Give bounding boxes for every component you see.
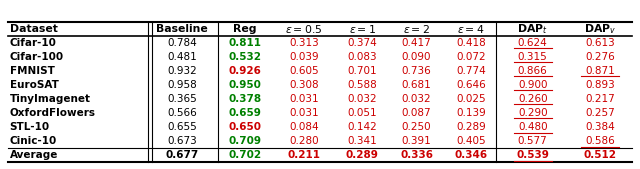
- Text: 0.313: 0.313: [289, 38, 319, 48]
- Text: 0.250: 0.250: [402, 122, 431, 132]
- Text: 0.681: 0.681: [402, 80, 431, 90]
- Text: OxfordFlowers: OxfordFlowers: [10, 108, 95, 118]
- Text: $\epsilon = 1$: $\epsilon = 1$: [349, 23, 376, 35]
- Text: Baseline: Baseline: [156, 24, 208, 34]
- Text: 0.646: 0.646: [456, 80, 486, 90]
- Text: 0.512: 0.512: [584, 150, 616, 160]
- Text: 0.871: 0.871: [585, 66, 615, 76]
- Text: 0.811: 0.811: [228, 38, 261, 48]
- Text: 0.025: 0.025: [456, 94, 486, 104]
- Text: $\epsilon = 4$: $\epsilon = 4$: [457, 23, 484, 35]
- Text: 0.900: 0.900: [518, 80, 547, 90]
- Text: EuroSAT: EuroSAT: [10, 80, 58, 90]
- Text: 0.532: 0.532: [228, 52, 261, 62]
- Text: 0.650: 0.650: [228, 122, 261, 132]
- Text: 0.384: 0.384: [585, 122, 615, 132]
- Text: 0.893: 0.893: [585, 80, 615, 90]
- Text: 0.659: 0.659: [228, 108, 261, 118]
- Text: 0.417: 0.417: [402, 38, 431, 48]
- Text: 0.586: 0.586: [585, 136, 615, 146]
- Text: 0.032: 0.032: [402, 94, 431, 104]
- Text: 0.866: 0.866: [518, 66, 548, 76]
- Text: 0.677: 0.677: [165, 150, 198, 160]
- Text: 0.588: 0.588: [348, 80, 377, 90]
- Text: 0.365: 0.365: [167, 94, 197, 104]
- Text: $\mathbf{DAP}_t$: $\mathbf{DAP}_t$: [517, 22, 548, 36]
- Text: 0.709: 0.709: [228, 136, 261, 146]
- Text: STL-10: STL-10: [10, 122, 50, 132]
- Text: 0.072: 0.072: [456, 52, 486, 62]
- Text: 0.276: 0.276: [585, 52, 615, 62]
- Text: 0.539: 0.539: [516, 150, 549, 160]
- Text: Dataset: Dataset: [10, 24, 58, 34]
- Text: 0.374: 0.374: [348, 38, 377, 48]
- Text: 0.624: 0.624: [518, 38, 548, 48]
- Text: 0.701: 0.701: [348, 66, 377, 76]
- Text: 0.032: 0.032: [348, 94, 377, 104]
- Text: Reg: Reg: [233, 24, 257, 34]
- Text: 0.290: 0.290: [518, 108, 548, 118]
- Text: 0.083: 0.083: [348, 52, 377, 62]
- Text: 0.346: 0.346: [454, 150, 488, 160]
- Text: $\mathbf{DAP}_v$: $\mathbf{DAP}_v$: [584, 22, 616, 36]
- Text: 0.211: 0.211: [287, 150, 321, 160]
- Text: 0.480: 0.480: [518, 122, 548, 132]
- Text: 0.673: 0.673: [167, 136, 197, 146]
- Text: 0.958: 0.958: [167, 80, 197, 90]
- Text: 0.280: 0.280: [289, 136, 319, 146]
- Text: $\epsilon = 2$: $\epsilon = 2$: [403, 23, 430, 35]
- Text: $\epsilon = 0.5$: $\epsilon = 0.5$: [285, 23, 323, 35]
- Text: 0.039: 0.039: [289, 52, 319, 62]
- Text: 0.405: 0.405: [456, 136, 486, 146]
- Text: FMNIST: FMNIST: [10, 66, 54, 76]
- Text: 0.031: 0.031: [289, 108, 319, 118]
- Text: Cifar-10: Cifar-10: [10, 38, 56, 48]
- Text: 0.932: 0.932: [167, 66, 197, 76]
- Text: 0.217: 0.217: [585, 94, 615, 104]
- Text: 0.702: 0.702: [228, 150, 262, 160]
- Text: 0.341: 0.341: [348, 136, 377, 146]
- Text: 0.090: 0.090: [402, 52, 431, 62]
- Text: TinyImagenet: TinyImagenet: [10, 94, 91, 104]
- Text: 0.257: 0.257: [585, 108, 615, 118]
- Text: 0.481: 0.481: [167, 52, 197, 62]
- Text: 0.566: 0.566: [167, 108, 197, 118]
- Text: 0.051: 0.051: [348, 108, 377, 118]
- Text: 0.577: 0.577: [518, 136, 548, 146]
- Text: 0.655: 0.655: [167, 122, 197, 132]
- Text: 0.139: 0.139: [456, 108, 486, 118]
- Text: 0.031: 0.031: [289, 94, 319, 104]
- Text: 0.308: 0.308: [289, 80, 319, 90]
- Text: 0.926: 0.926: [228, 66, 261, 76]
- Text: 0.260: 0.260: [518, 94, 548, 104]
- Text: 0.774: 0.774: [456, 66, 486, 76]
- Text: 0.289: 0.289: [346, 150, 379, 160]
- Text: 0.391: 0.391: [402, 136, 431, 146]
- Text: 0.950: 0.950: [228, 80, 261, 90]
- Text: Cinic-10: Cinic-10: [10, 136, 57, 146]
- Text: 0.613: 0.613: [585, 38, 615, 48]
- Text: 0.736: 0.736: [402, 66, 431, 76]
- Text: 0.087: 0.087: [402, 108, 431, 118]
- Text: 0.418: 0.418: [456, 38, 486, 48]
- Text: 0.605: 0.605: [289, 66, 319, 76]
- Text: 0.289: 0.289: [456, 122, 486, 132]
- Text: 0.084: 0.084: [289, 122, 319, 132]
- Text: Average: Average: [10, 150, 58, 160]
- Text: Cifar-100: Cifar-100: [10, 52, 64, 62]
- Text: 0.336: 0.336: [400, 150, 433, 160]
- Text: 0.784: 0.784: [167, 38, 197, 48]
- Text: 0.142: 0.142: [348, 122, 377, 132]
- Text: 0.378: 0.378: [228, 94, 262, 104]
- Text: 0.315: 0.315: [518, 52, 548, 62]
